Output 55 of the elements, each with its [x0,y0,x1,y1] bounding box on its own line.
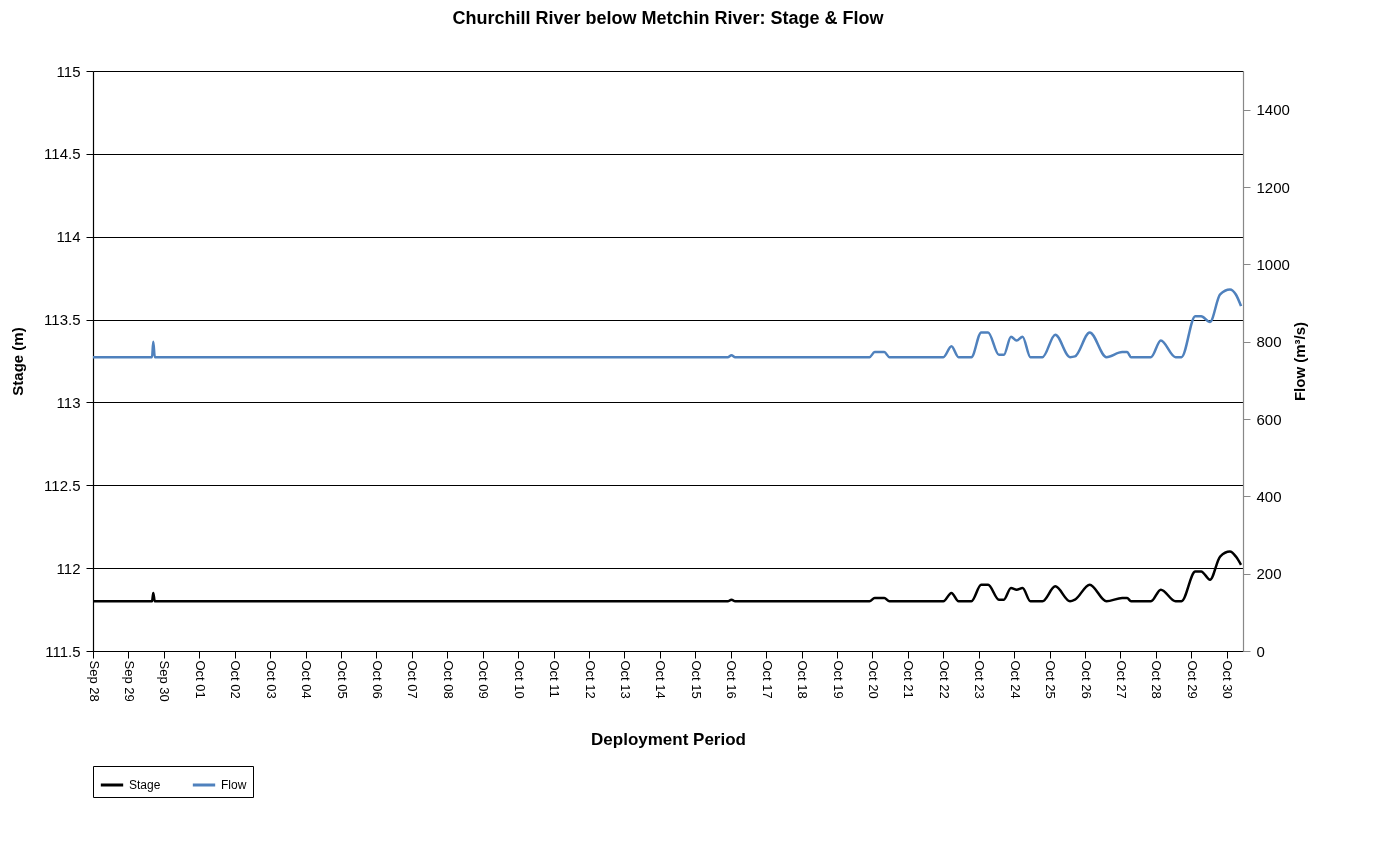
y2-tick-label: 200 [1256,565,1282,583]
x-tick-label: Oct 23 [972,660,988,699]
x-tick-label: Oct 03 [263,660,279,699]
x-tick-label: Oct 01 [192,660,208,699]
x-tick-label: Oct 25 [1043,660,1059,699]
y2-tick-label: 0 [1256,642,1265,660]
chart-title: Churchill River below Metchin River: Stage & Flow [452,8,885,28]
y-tick-label: 114.5 [44,145,81,163]
x-tick-label: Oct 09 [476,660,492,699]
x-tick-label: Oct 18 [795,660,811,699]
y2-tick-label: 1000 [1256,255,1290,273]
x-tick-label: Oct 13 [617,660,633,699]
y2-tick-label: 600 [1256,410,1282,428]
x-tick-label: Oct 06 [369,660,385,699]
x-tick-label: Sep 29 [121,660,137,702]
x-tick-label: Oct 16 [724,660,740,699]
x-tick-label: Oct 29 [1184,660,1200,699]
x-tick-label: Oct 02 [228,660,244,699]
y-tick-label: 113.5 [44,311,81,329]
x-tick-label: Oct 26 [1078,660,1094,699]
x-tick-label: Oct 10 [511,660,527,699]
x-tick-label: Oct 30 [1220,660,1236,699]
y2-tick-label: 1200 [1256,178,1290,196]
x-tick-label: Oct 17 [759,660,775,699]
y-axis-title: Stage (m) [9,327,27,396]
x-tick-label: Oct 28 [1149,660,1165,699]
y-tick-label: 112 [56,559,81,577]
y-tick-label: 114 [56,228,81,246]
x-tick-label: Sep 30 [157,660,173,702]
legend-label: Flow [221,778,247,792]
y-tick-label: 112.5 [44,476,81,494]
x-tick-label: Oct 19 [830,660,846,699]
x-tick-label: Oct 08 [440,660,456,699]
x-tick-label: Oct 04 [299,660,315,699]
x-tick-label: Oct 27 [1113,660,1129,699]
x-tick-label: Oct 20 [865,660,881,699]
x-tick-label: Oct 12 [582,660,598,699]
x-axis-title: Deployment Period [591,729,746,749]
y2-tick-label: 1400 [1256,101,1290,119]
x-tick-label: Oct 21 [901,660,917,699]
y-tick-label: 113 [56,393,81,411]
y2-tick-label: 400 [1256,487,1282,505]
y-tick-label: 111.5 [45,642,81,660]
x-tick-label: Oct 15 [688,660,704,699]
x-tick-label: Oct 05 [334,660,350,699]
y-tick-label: 115 [56,62,81,80]
x-tick-label: Oct 07 [405,660,421,699]
x-tick-label: Oct 22 [936,660,952,699]
y2-tick-label: 800 [1256,333,1282,351]
x-tick-label: Oct 14 [653,660,669,699]
x-tick-label: Oct 11 [547,660,563,698]
x-tick-label: Sep 28 [86,660,102,702]
y2-axis-title: Flow (m³/s) [1290,321,1308,402]
legend-label: Stage [129,778,161,792]
x-tick-label: Oct 24 [1007,660,1023,699]
